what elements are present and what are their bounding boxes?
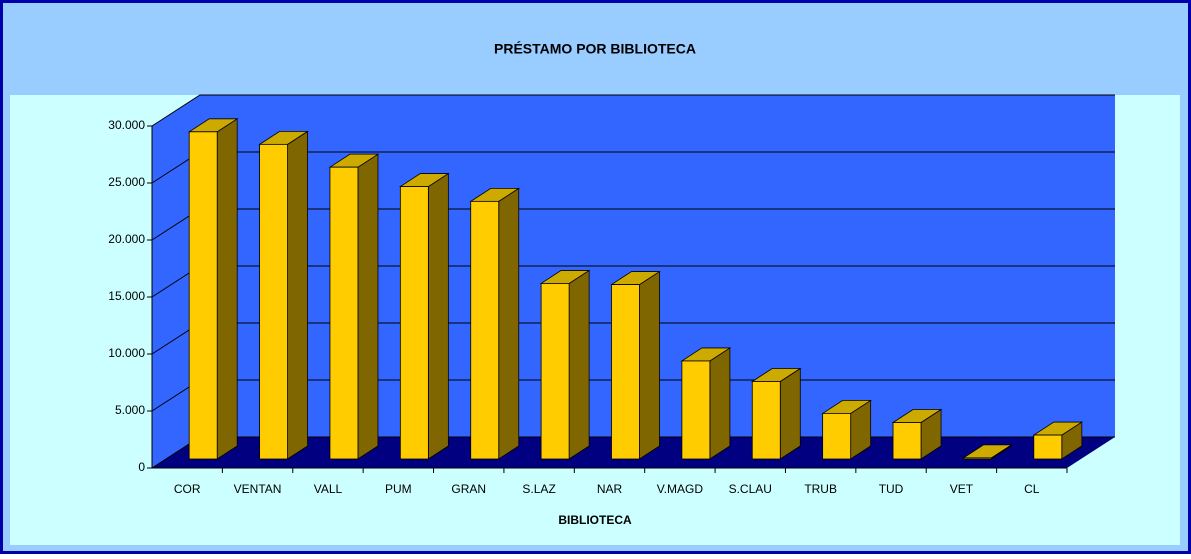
bar-side (216, 118, 238, 460)
bar (751, 381, 781, 460)
x-tick-label: S.CLAU (729, 482, 772, 496)
y-tick-label: 20.000 (108, 232, 145, 246)
bar (681, 360, 711, 460)
x-tick-label: VET (950, 482, 974, 496)
bar-side (709, 347, 731, 460)
grid-line (151, 94, 1115, 127)
x-tick-label: S.LAZ (522, 482, 555, 496)
x-tick-label: CL (1024, 482, 1040, 496)
bar (963, 457, 992, 460)
bar (399, 186, 429, 460)
bar (1033, 434, 1063, 460)
x-tick-label: NAR (597, 482, 623, 496)
x-tick-label: VALL (314, 482, 343, 496)
x-tick-label: V.MAGD (657, 482, 704, 496)
y-tick-label: 0 (138, 460, 145, 474)
bar (540, 283, 570, 460)
y-tick-label: 30.000 (108, 118, 145, 132)
bar (329, 166, 359, 460)
y-tick-label: 10.000 (108, 346, 145, 360)
x-tick-label: PUM (385, 482, 412, 496)
x-tick-label: VENTAN (234, 482, 282, 496)
bar (470, 200, 500, 460)
y-tick-label: 25.000 (108, 175, 145, 189)
bar (892, 422, 922, 460)
x-tick-label: TRUB (804, 482, 837, 496)
x-axis-title: BIBLIOTECA (558, 513, 632, 527)
bar (611, 284, 640, 460)
bar-side (287, 130, 308, 460)
bar (259, 143, 288, 460)
bar (188, 131, 218, 460)
y-tick-label: 15.000 (108, 289, 145, 303)
y-tick-label: 5.000 (115, 403, 145, 417)
x-tick-label: COR (174, 482, 201, 496)
bar-side (427, 172, 449, 460)
bar (822, 412, 852, 460)
x-tick-label: GRAN (451, 482, 486, 496)
x-tick-label: TUD (879, 482, 904, 496)
bar-side (639, 270, 660, 460)
bar-side (568, 269, 590, 460)
bar-side (779, 367, 801, 460)
bar-side (498, 187, 520, 460)
bar-side (357, 153, 379, 460)
chart-title: PRÉSTAMO POR BIBLIOTECA (494, 41, 696, 57)
